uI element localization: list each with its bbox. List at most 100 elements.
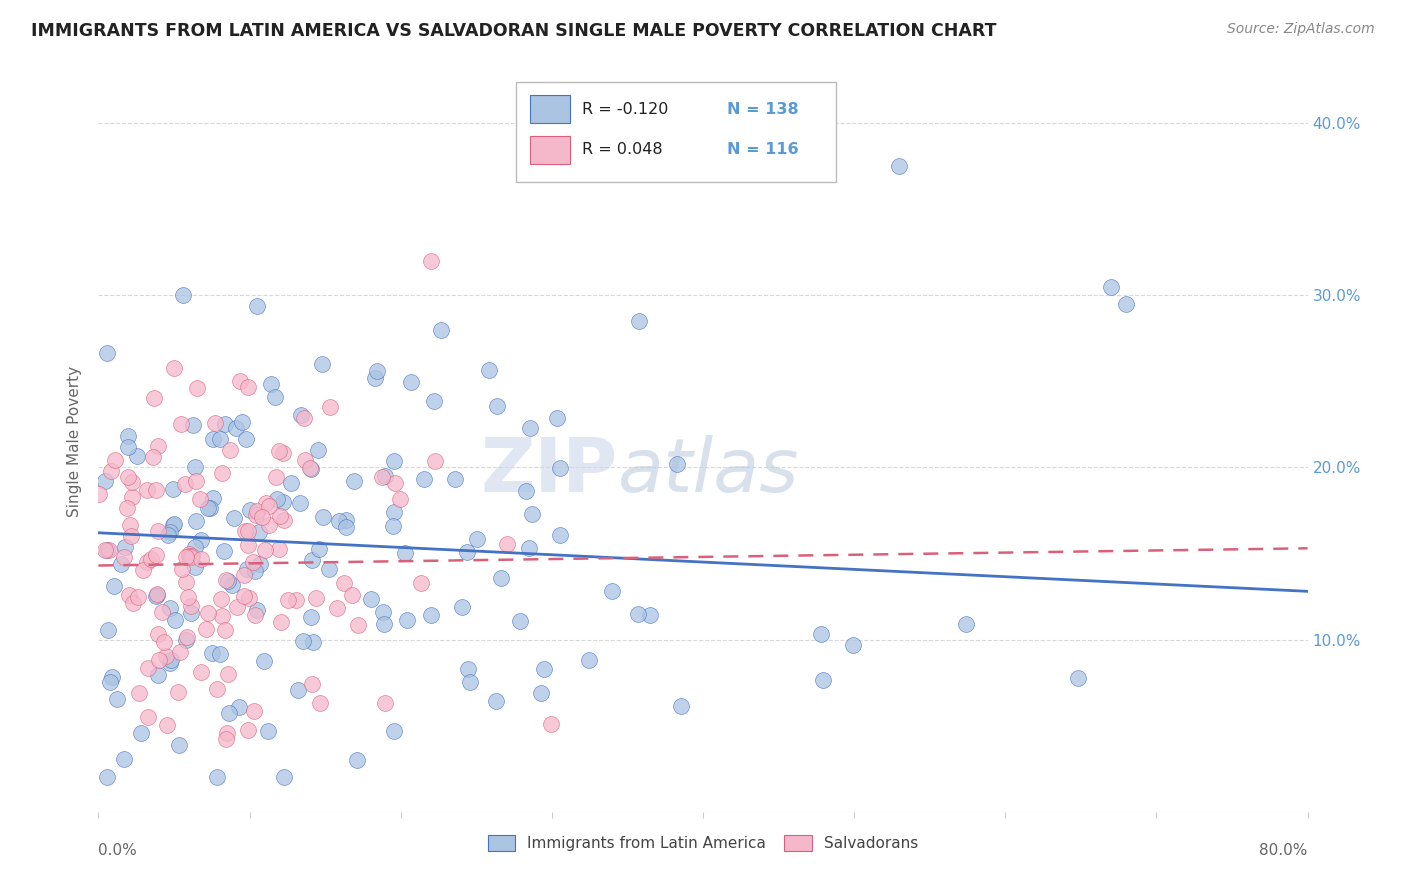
Text: N = 116: N = 116 [727, 143, 799, 157]
Point [117, 588, 139, 602]
Point [170, 561, 193, 575]
Point [180, 606, 202, 620]
Point [236, 538, 259, 552]
Point [222, 511, 245, 525]
Point [131, 563, 153, 577]
Point [136, 710, 159, 724]
Point [1067, 672, 1090, 686]
Point [209, 591, 232, 606]
Point [117, 429, 139, 443]
Point [294, 453, 316, 467]
Point [172, 287, 194, 301]
Point [456, 545, 478, 559]
Point [117, 469, 139, 483]
Point [627, 607, 650, 622]
Point [267, 541, 290, 556]
Point [955, 617, 977, 632]
Point [485, 399, 508, 413]
Point [184, 474, 207, 488]
Point [485, 694, 508, 708]
Point [309, 696, 332, 710]
Point [141, 552, 163, 566]
Point [118, 517, 141, 532]
Point [145, 483, 167, 497]
Point [214, 543, 236, 558]
Point [343, 474, 366, 488]
Point [205, 770, 228, 784]
Point [335, 520, 357, 534]
FancyBboxPatch shape [530, 136, 569, 164]
Point [301, 676, 323, 690]
Point [233, 590, 256, 604]
Point [231, 415, 253, 429]
Point [236, 524, 259, 538]
Point [298, 460, 321, 475]
Point [146, 667, 169, 681]
Point [246, 299, 269, 313]
Point [218, 443, 240, 458]
Point [202, 433, 225, 447]
Point [288, 496, 311, 510]
Point [373, 605, 395, 619]
Point [146, 588, 169, 602]
Point [242, 555, 264, 569]
Point [399, 376, 422, 390]
Point [270, 615, 292, 629]
Point [301, 553, 323, 567]
Point [371, 470, 394, 484]
Point [396, 613, 419, 627]
Point [671, 698, 693, 713]
Point [533, 662, 555, 676]
Point [326, 600, 349, 615]
Point [382, 453, 405, 467]
Point [259, 518, 281, 533]
FancyBboxPatch shape [516, 82, 837, 183]
Point [384, 476, 406, 491]
Point [236, 380, 259, 394]
Point [810, 626, 832, 640]
Point [253, 654, 276, 668]
Text: Source: ZipAtlas.com: Source: ZipAtlas.com [1227, 22, 1375, 37]
Point [347, 618, 370, 632]
Point [184, 541, 207, 555]
Point [489, 571, 512, 585]
Point [103, 579, 125, 593]
Point [450, 600, 472, 615]
Point [94, 543, 117, 558]
Point [201, 646, 224, 660]
Point [190, 533, 212, 548]
Point [215, 573, 238, 587]
Legend: Immigrants from Latin America, Salvadorans: Immigrants from Latin America, Salvadora… [481, 829, 925, 857]
Point [180, 599, 202, 614]
Point [292, 410, 315, 425]
Point [246, 503, 269, 517]
Point [382, 724, 405, 739]
Point [364, 371, 387, 385]
Point [257, 499, 280, 513]
Point [204, 416, 226, 430]
Point [153, 634, 176, 648]
Point [221, 578, 243, 592]
Point [666, 457, 689, 471]
Point [842, 638, 865, 652]
Point [112, 752, 135, 766]
Point [239, 503, 262, 517]
Point [236, 562, 259, 576]
Point [465, 532, 488, 546]
Point [176, 574, 198, 589]
Point [1115, 297, 1137, 311]
Point [299, 610, 322, 624]
Point [299, 462, 322, 476]
Point [180, 550, 202, 565]
Point [458, 675, 481, 690]
Point [169, 644, 191, 658]
Point [266, 470, 288, 484]
Point [509, 614, 531, 628]
Text: 80.0%: 80.0% [1260, 843, 1308, 858]
Point [235, 433, 257, 447]
Point [128, 686, 150, 700]
Point [96, 346, 118, 360]
Point [174, 550, 197, 565]
Point [420, 253, 443, 268]
Point [640, 608, 662, 623]
